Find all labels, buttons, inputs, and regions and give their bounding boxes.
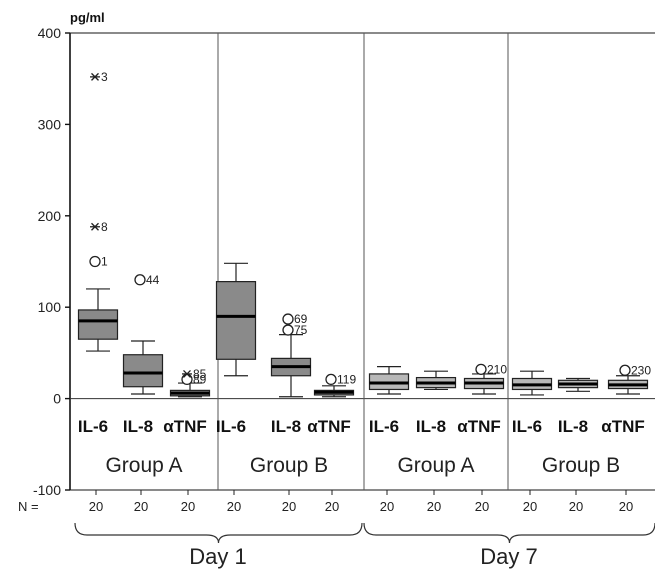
box-iqr [77, 309, 119, 340]
category-label: αTNF [163, 417, 207, 436]
y-tick-label: 400 [38, 25, 62, 41]
outlier-label: 69 [294, 312, 308, 326]
outlier-star [91, 222, 99, 231]
category-label: IL-8 [416, 417, 446, 436]
y-unit-label: pg/ml [70, 10, 105, 25]
outlier-label: 89 [193, 372, 207, 386]
outlier-label: 230 [631, 363, 651, 377]
n-value: 20 [325, 499, 339, 514]
outlier-circle [325, 373, 337, 386]
box-iqr [215, 281, 257, 360]
n-value: 20 [523, 499, 537, 514]
outlier-label: 75 [294, 323, 308, 337]
category-label: αTNF [457, 417, 501, 436]
category-label: IL-8 [123, 417, 153, 436]
category-label: IL-6 [369, 417, 399, 436]
n-value: 20 [380, 499, 394, 514]
y-tick-label: 100 [38, 299, 62, 315]
group-label: Group B [542, 454, 620, 477]
category-label: IL-8 [558, 417, 588, 436]
category-label: IL-6 [78, 417, 108, 436]
outlier-label: 1 [101, 255, 108, 269]
group-label: Group A [397, 454, 474, 477]
day-label: Day 1 [189, 544, 246, 569]
n-value: 20 [619, 499, 633, 514]
outlier-label: 85 [193, 367, 207, 381]
category-label: αTNF [601, 417, 645, 436]
outlier-circle [282, 324, 294, 336]
day-label: Day 7 [480, 544, 537, 569]
y-tick-label: 300 [38, 116, 62, 132]
n-row-label: N = [18, 499, 39, 514]
outlier-circle [619, 364, 631, 376]
category-label: IL-8 [271, 417, 301, 436]
category-label: IL-6 [512, 417, 542, 436]
group-label: Group B [250, 454, 328, 477]
group-label: Group A [105, 454, 182, 477]
outlier-label: 44 [146, 273, 160, 287]
outlier-label: 210 [487, 362, 507, 376]
n-value: 20 [89, 499, 103, 514]
n-value: 20 [181, 499, 195, 514]
outlier-circle [134, 274, 146, 286]
box-iqr [122, 354, 164, 388]
outlier-label: 8 [101, 220, 108, 234]
y-tick-label: 200 [38, 208, 62, 224]
y-tick-label: -100 [33, 482, 61, 498]
outlier-star [91, 72, 99, 81]
category-label: IL-6 [216, 417, 246, 436]
n-value: 20 [282, 499, 296, 514]
day-brace [74, 522, 363, 544]
n-value: 20 [569, 499, 583, 514]
outlier-label: 3 [101, 70, 108, 84]
outlier-circle [475, 363, 487, 376]
n-value: 20 [227, 499, 241, 514]
n-value: 20 [134, 499, 148, 514]
day-brace [363, 522, 655, 544]
category-label: αTNF [307, 417, 351, 436]
outlier-star [183, 369, 191, 378]
outlier-circle [89, 255, 101, 268]
n-value: 20 [427, 499, 441, 514]
y-tick-label: 0 [53, 391, 61, 407]
outlier-circle [282, 313, 294, 325]
outlier-circle [181, 373, 193, 386]
n-value: 20 [475, 499, 489, 514]
outlier-label: 119 [337, 372, 356, 386]
